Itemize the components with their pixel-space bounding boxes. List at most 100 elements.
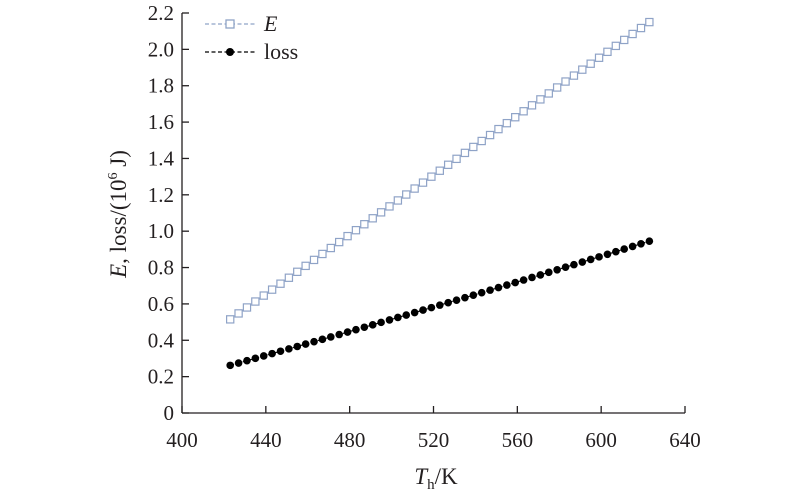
data-point [636,23,646,33]
data-point [259,291,268,300]
y-tick-label: 0.8 [148,256,174,280]
data-point [301,261,310,271]
data-point [251,297,260,306]
data-point [536,271,545,279]
data-point [645,237,654,245]
data-point [427,303,436,312]
data-point [544,268,553,277]
series-layer [226,17,654,370]
data-point [377,318,385,327]
x-tick-label: 600 [585,428,617,452]
data-point [394,313,402,322]
data-point [310,337,318,346]
data-point [477,136,486,146]
data-point [578,65,587,74]
axes: 400 440 480 520 560 600 640 0 0.2 0.4 0.6 0.8 1.0 1.… [148,1,701,452]
data-point [444,298,452,307]
y-axis-title: E, loss/(106 J) [106,150,131,279]
data-point [385,316,394,324]
data-point [460,148,470,158]
data-point [435,301,444,309]
x-axis-title-sub: h [427,477,435,493]
data-point [234,359,243,367]
data-point [335,330,343,339]
series-e [226,17,654,324]
data-point [628,29,637,39]
data-point [393,196,403,205]
data-point [544,89,553,98]
y-tick-label: 1.2 [148,183,174,207]
data-point [293,267,302,277]
data-point [485,130,495,140]
data-point [343,231,352,241]
data-point [251,354,260,363]
legend: E loss [205,11,298,64]
data-point [552,83,562,92]
data-point [511,278,520,287]
data-point [637,240,645,248]
data-point [334,237,344,247]
data-point [461,293,469,302]
x-axis-title: Th/K [414,464,458,493]
data-point [351,225,361,235]
data-point [435,166,444,175]
data-point [595,253,603,261]
data-point [402,190,411,199]
data-point [226,315,235,324]
y-tick-label: 0.6 [148,292,174,316]
data-point [611,41,621,51]
y-tick-label: 0.2 [148,365,174,389]
y-tick-label: 1.6 [148,110,174,134]
y-tick-label: 2.0 [148,37,174,61]
x-axis-title-main: T [414,464,429,489]
data-point [452,154,461,164]
data-point [477,288,486,297]
data-point [402,311,411,319]
data-point [385,202,394,211]
y-tick-label: 1.0 [148,219,174,243]
data-point [343,328,352,336]
data-point [410,308,419,317]
x-tick-label: 520 [418,428,450,452]
data-point [628,242,637,251]
data-point [418,178,428,187]
data-point [486,286,494,294]
data-point [594,53,604,62]
data-point [452,296,461,304]
data-point [620,35,629,45]
y-axis-title-unit: J) [106,150,131,172]
data-point [645,17,654,27]
x-tick-label: 560 [502,428,534,452]
series-loss [226,237,654,370]
data-point [226,361,235,370]
data-point [570,260,578,269]
y-tick-label: 1.4 [148,146,175,170]
data-point [368,214,377,223]
data-point [536,95,545,104]
legend-entry-e: E [205,11,278,36]
data-point [620,245,629,253]
x-tick-label: 640 [669,428,701,452]
legend-marker-loss [226,48,234,56]
data-point [318,335,327,344]
data-point [511,113,520,122]
data-point [259,352,268,360]
data-point [293,342,302,351]
data-point [603,47,612,57]
data-point [561,263,570,272]
x-tick-label: 480 [334,428,366,452]
data-point [268,349,276,358]
data-point [410,184,419,193]
data-point [502,118,512,128]
x-tick-label: 400 [166,428,198,452]
data-point [519,107,528,116]
data-point [352,325,360,334]
data-point [553,265,561,274]
data-point [443,160,453,169]
x-tick-label: 440 [250,428,282,452]
data-point [419,306,427,314]
data-point [285,345,293,353]
data-point [586,255,595,264]
data-point [469,142,478,152]
